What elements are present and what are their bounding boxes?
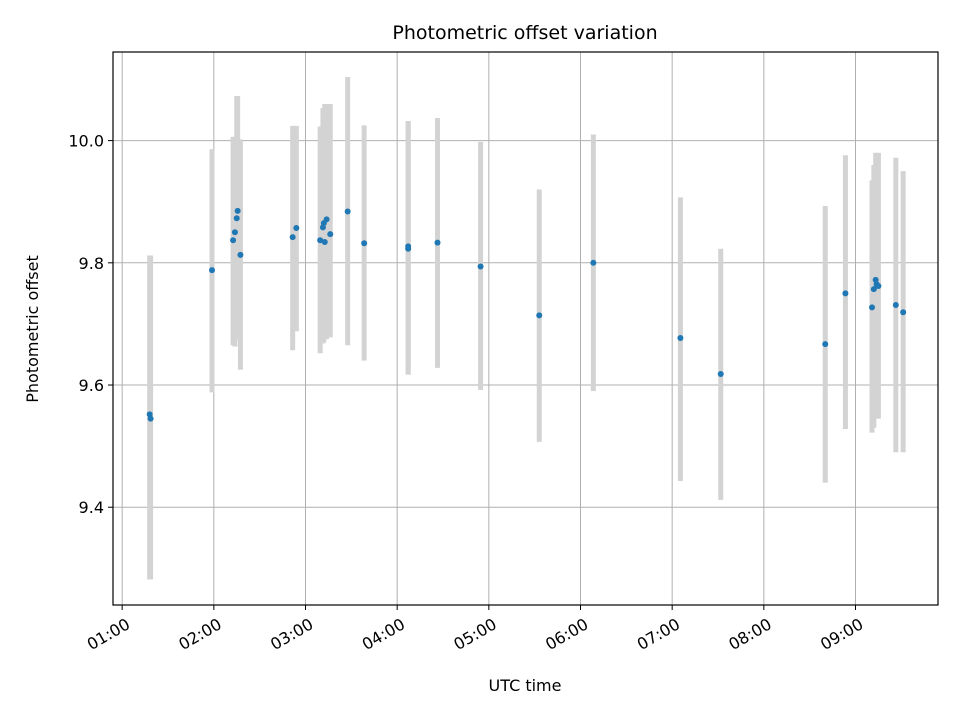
x-tick-label: 04:00	[359, 614, 408, 654]
x-tick-label: 01:00	[84, 614, 133, 654]
data-point	[237, 251, 244, 258]
data-point	[361, 240, 368, 247]
data-point	[344, 208, 351, 215]
data-point	[590, 259, 597, 266]
data-point	[321, 239, 328, 246]
data-point	[842, 290, 849, 297]
x-tick-label: 08:00	[725, 614, 774, 654]
data-point	[323, 216, 330, 223]
data-point	[230, 237, 237, 244]
data-points	[146, 207, 907, 422]
data-point	[234, 207, 241, 214]
y-tick-label: 9.8	[79, 254, 104, 273]
data-point	[147, 415, 154, 422]
x-tick-label: 07:00	[634, 614, 683, 654]
data-point	[293, 224, 300, 231]
data-point	[892, 301, 899, 308]
x-tick-label: 05:00	[450, 614, 499, 654]
data-point	[233, 215, 240, 222]
data-point	[536, 312, 543, 319]
y-axis-title: Photometric offset	[23, 255, 42, 403]
data-point	[900, 309, 907, 316]
chart-title: Photometric offset variation	[392, 22, 657, 44]
data-point	[477, 263, 484, 270]
x-tick-label: 03:00	[267, 614, 316, 654]
data-point	[434, 239, 441, 246]
error-bars	[147, 77, 906, 580]
x-tick-label: 02:00	[175, 614, 224, 654]
data-point	[209, 267, 215, 274]
data-point	[405, 245, 412, 252]
data-point	[875, 283, 882, 290]
data-point	[870, 286, 877, 293]
data-point	[822, 341, 829, 348]
data-point	[231, 229, 238, 236]
data-point	[289, 234, 296, 241]
x-tick-label: 09:00	[817, 614, 866, 654]
grid-lines	[113, 52, 938, 605]
y-tick-label: 9.4	[79, 498, 104, 517]
y-tick-label: 10.0	[68, 132, 104, 151]
data-point	[677, 334, 684, 341]
data-point	[717, 371, 724, 378]
x-axis-title: UTC time	[489, 676, 562, 695]
data-point	[327, 231, 334, 238]
data-point	[869, 304, 875, 311]
plot-frame	[112, 51, 939, 606]
x-tick-label: 06:00	[542, 614, 591, 654]
y-tick-label: 9.6	[79, 376, 104, 395]
axis-ticks: 01:00 02:00 03:00 04:00 05:00 06:00 07:00 08:00…	[68, 132, 866, 654]
data-point	[317, 237, 324, 244]
